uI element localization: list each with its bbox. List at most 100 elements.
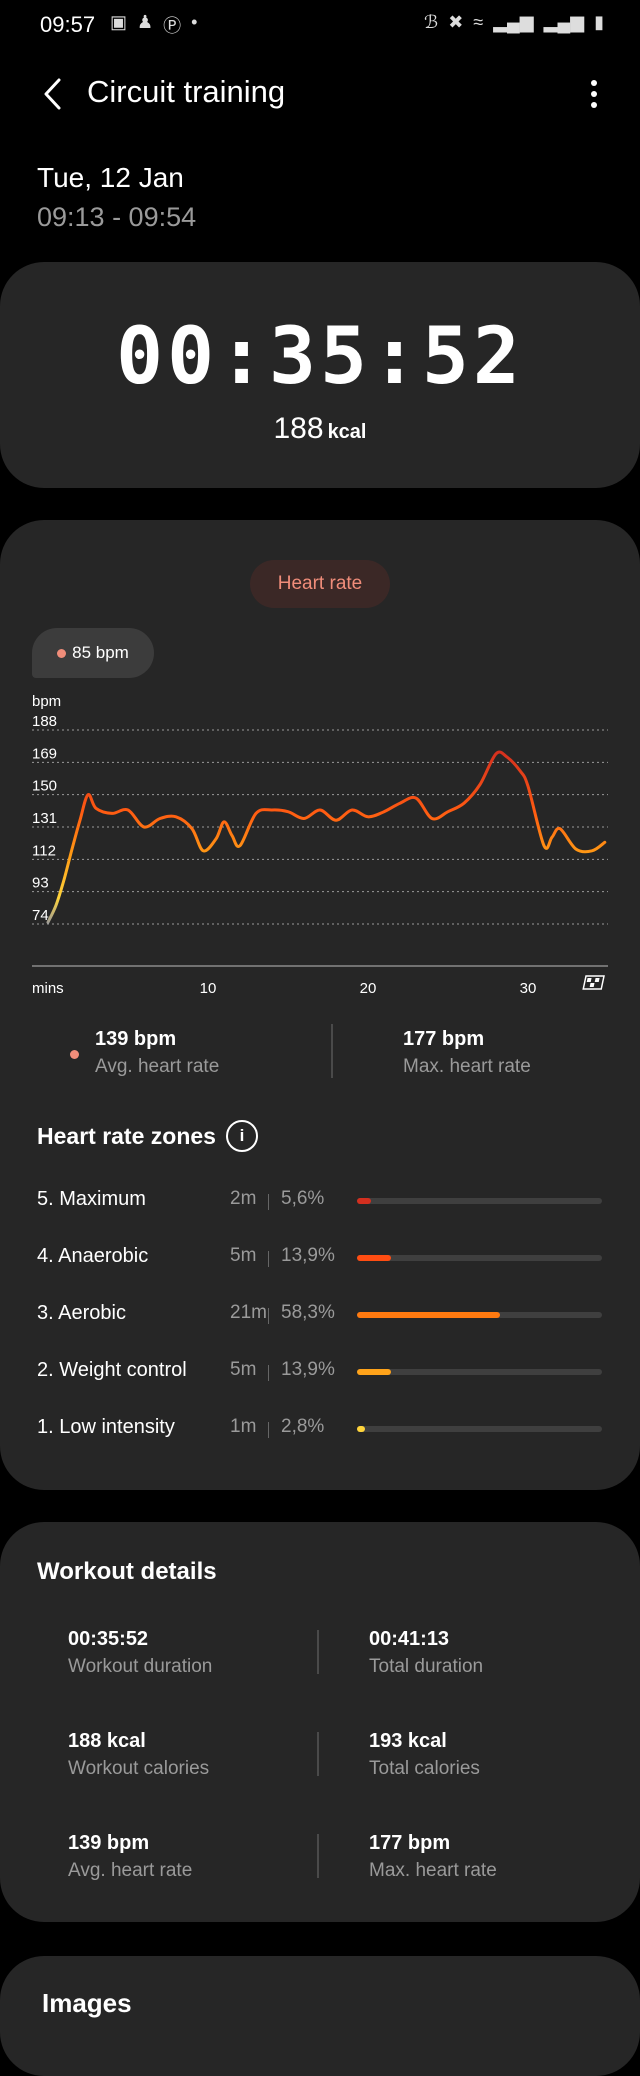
y-tick-label: 131 [32, 810, 57, 827]
max-hr-detail-value: 177 bpm [369, 1832, 451, 1854]
x-tick-label: 30 [520, 980, 537, 997]
y-tick-label: 188 [32, 713, 57, 730]
calories-unit: kcal [327, 421, 367, 443]
app-header: Circuit training [0, 62, 640, 126]
x-axis-label: mins [32, 980, 64, 997]
mute-icon: ✖ [448, 12, 464, 32]
zone-percent: 58,3% [281, 1302, 335, 1323]
total-duration-label: Total duration [369, 1656, 484, 1677]
workout-duration-value: 00:35:52 [68, 1628, 149, 1650]
avg-hr-detail-value: 139 bpm [68, 1832, 150, 1854]
info-icon[interactable]: i [226, 1120, 258, 1152]
y-axis-label: bpm [32, 693, 61, 710]
zone-separator [268, 1194, 269, 1210]
summary-divider [331, 1024, 333, 1078]
heart-rate-summary: 139 bpm Avg. heart rate 177 bpm Max. hea… [0, 1020, 640, 1100]
zone-percent: 13,9% [281, 1359, 335, 1380]
details-divider [317, 1732, 319, 1776]
zone-separator [268, 1365, 269, 1381]
chart-tooltip: 85 bpm [32, 628, 154, 678]
page-title: Circuit training [87, 74, 286, 109]
zone-separator [268, 1422, 269, 1438]
calories-summary: 188 kcal [0, 412, 640, 446]
zone-duration: 5m [230, 1245, 257, 1266]
tooltip-value: 85 bpm [72, 643, 129, 662]
duration-card: 00:35:52 188 kcal [0, 262, 640, 488]
back-button[interactable] [34, 72, 70, 116]
calories-value: 188 [273, 412, 324, 445]
x-tick-label: 10 [200, 980, 217, 997]
pinterest-icon: Ⓟ [163, 16, 182, 36]
avg-hr-detail-label: Avg. heart rate [68, 1860, 193, 1881]
zone-bar-fill [357, 1255, 392, 1261]
avg-heart-rate-value: 139 bpm [95, 1028, 177, 1050]
finish-flag-icon [582, 975, 605, 990]
zone-row: 1. Low intensity 1m 2,8% [0, 1416, 640, 1456]
zone-name: 1. Low intensity [37, 1416, 175, 1438]
heart-rate-card: Heart rate 85 bpm bpm 188 169 150 131 112 93 7… [0, 520, 640, 1490]
workout-calories-label: Workout calories [68, 1758, 210, 1779]
zone-bar-track [357, 1369, 602, 1375]
zone-bar-track [357, 1312, 602, 1318]
workout-timer: 00:35:52 [116, 312, 524, 402]
zone-bar-track [357, 1255, 602, 1261]
heart-rate-chart[interactable]: bpm 188 169 150 131 112 93 74 mins 10 20 30 [0, 680, 640, 1010]
signal-icon: ▂▄▆ [493, 12, 534, 32]
y-tick-label: 93 [32, 875, 49, 892]
heart-rate-line [46, 750, 607, 924]
zone-bar-track [357, 1426, 602, 1432]
more-options-button[interactable] [584, 74, 604, 114]
status-bar: 09:57 ▣ ♟ Ⓟ • ℬ ✖ ≈ ▂▄▆ ▂▄▆ ▮ [0, 0, 640, 48]
zone-row: 2. Weight control 5m 13,9% [0, 1359, 640, 1399]
x-tick-label: 20 [360, 980, 377, 997]
workout-calories-value: 188 kcal [68, 1730, 146, 1752]
max-heart-rate-label: Max. heart rate [403, 1056, 531, 1077]
dot-icon: • [191, 12, 198, 32]
zone-row: 4. Anaerobic 5m 13,9% [0, 1245, 640, 1285]
zone-bar-fill [357, 1198, 371, 1204]
max-heart-rate-value: 177 bpm [403, 1028, 485, 1050]
tooltip-dot-icon [57, 648, 67, 658]
max-hr-detail-label: Max. heart rate [369, 1860, 497, 1881]
image-icon: ▣ [110, 12, 128, 32]
zone-row: 5. Maximum 2m 5,6% [0, 1188, 640, 1228]
more-vertical-icon [591, 80, 597, 86]
zone-bar-fill [357, 1426, 365, 1432]
zone-name: 3. Aerobic [37, 1302, 126, 1324]
zone-duration: 2m [230, 1188, 257, 1209]
zone-duration: 1m [230, 1416, 257, 1437]
avg-dot-icon [70, 1050, 79, 1059]
y-tick-label: 74 [32, 907, 49, 924]
y-tick-label: 150 [32, 778, 57, 795]
heart-rate-chip[interactable]: Heart rate [250, 560, 390, 608]
zone-name: 5. Maximum [37, 1188, 146, 1210]
zone-row: 3. Aerobic 21m 58,3% [0, 1302, 640, 1342]
workout-duration-label: Workout duration [68, 1656, 213, 1677]
chevron-left-icon [44, 78, 61, 110]
zone-bar-fill [357, 1369, 392, 1375]
total-calories-label: Total calories [369, 1758, 480, 1779]
zone-duration: 21m [230, 1302, 267, 1323]
session-date: Tue, 12 Jan [37, 162, 184, 193]
y-tick-label: 112 [32, 842, 56, 859]
avg-heart-rate-label: Avg. heart rate [95, 1056, 220, 1077]
total-duration-value: 00:41:13 [369, 1628, 450, 1650]
zone-percent: 5,6% [281, 1188, 325, 1209]
wifi-icon: ≈ [473, 12, 484, 32]
details-divider [317, 1630, 319, 1674]
images-card[interactable]: Images [0, 1956, 640, 2076]
zone-bar-fill [357, 1312, 500, 1318]
battery-icon: ▮ [594, 12, 604, 32]
images-title: Images [42, 1988, 132, 2018]
total-calories-value: 193 kcal [369, 1730, 447, 1752]
details-divider [317, 1834, 319, 1878]
details-title: Workout details [37, 1558, 217, 1585]
status-time: 09:57 [40, 12, 96, 37]
zones-title: Heart rate zones [37, 1123, 216, 1149]
signal-icon: ▂▄▆ [543, 12, 585, 32]
zone-bar-track [357, 1198, 602, 1204]
zone-separator [268, 1251, 269, 1267]
zone-percent: 13,9% [281, 1245, 335, 1266]
zone-name: 4. Anaerobic [37, 1245, 149, 1267]
zone-duration: 5m [230, 1359, 257, 1380]
